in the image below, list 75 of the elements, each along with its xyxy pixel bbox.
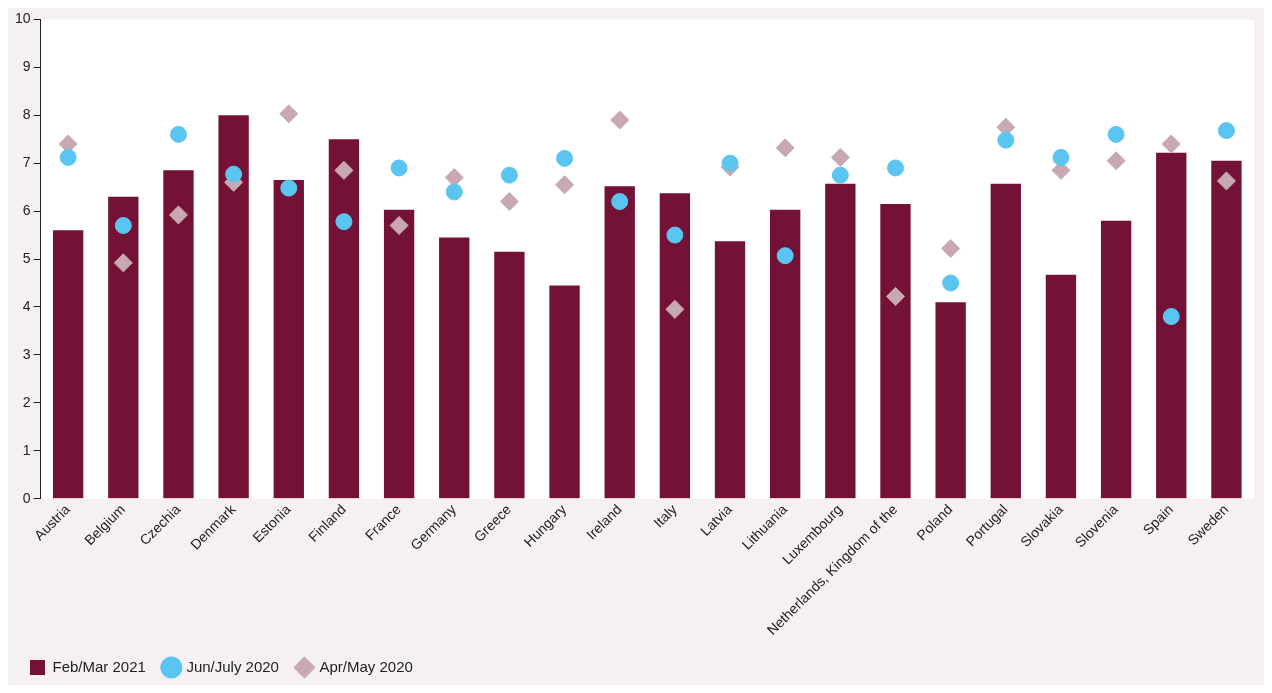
point: [1052, 148, 1070, 166]
y-tick-label: 2: [22, 393, 31, 410]
point: [280, 179, 298, 197]
point: [389, 215, 409, 235]
y-tick-label: 1: [22, 441, 31, 458]
point: [1161, 134, 1181, 154]
bar: [825, 183, 856, 499]
point: [168, 205, 188, 225]
y-tick-label: 3: [22, 345, 31, 362]
point: [611, 193, 629, 211]
y-tick-label: 9: [22, 58, 31, 75]
bar: [880, 203, 911, 499]
point: [776, 247, 794, 265]
point: [114, 216, 132, 234]
bar: [439, 237, 470, 499]
point: [886, 159, 904, 177]
point: [1107, 125, 1125, 143]
bar: [52, 230, 84, 499]
bar: [273, 179, 304, 499]
bar: [714, 241, 746, 499]
point: [1162, 308, 1180, 326]
point: [997, 131, 1015, 149]
bar: [990, 183, 1021, 499]
bar: [1045, 274, 1077, 499]
point: [666, 226, 684, 244]
y-tick-label: 7: [22, 154, 31, 171]
point: [390, 159, 408, 177]
bar: [935, 302, 966, 499]
bar: [659, 193, 691, 499]
bar: [549, 285, 580, 499]
point: [610, 110, 630, 130]
point: [334, 160, 354, 180]
y-tick-label: 10: [14, 10, 31, 27]
bar: [494, 251, 525, 499]
x-tick-label: Italy: [650, 501, 680, 531]
point: [556, 149, 574, 167]
point: [1217, 122, 1235, 140]
legend-label: Feb/Mar 2021: [52, 657, 146, 675]
bar: [383, 209, 415, 499]
y-tick-label: 8: [22, 106, 31, 123]
point: [279, 104, 299, 124]
point: [169, 125, 187, 143]
legend-label: Apr/May 2020: [319, 657, 413, 675]
y-tick-label: 4: [22, 297, 31, 314]
point: [59, 148, 77, 166]
point: [1106, 151, 1126, 171]
bar: [218, 115, 249, 499]
point: [1216, 171, 1236, 191]
point: [942, 274, 960, 292]
point: [941, 238, 961, 258]
bar: [1211, 160, 1242, 499]
bar: [1156, 152, 1187, 499]
bar: [108, 196, 139, 499]
point: [500, 166, 518, 184]
y-tick-label: 0: [22, 489, 31, 506]
y-tick-label: 5: [22, 249, 31, 266]
point: [775, 138, 795, 158]
bar: [163, 170, 194, 499]
legend-label: Jun/July 2020: [186, 657, 279, 675]
point: [885, 286, 905, 306]
bar: [604, 186, 635, 499]
bar: [770, 209, 801, 499]
point: [555, 175, 575, 195]
point: [445, 183, 463, 201]
bar: [328, 139, 360, 499]
point: [113, 253, 133, 273]
point: [499, 192, 519, 212]
y-tick-label: 6: [22, 201, 31, 218]
bar: [1100, 220, 1132, 499]
point: [665, 299, 685, 319]
point: [225, 165, 243, 183]
point: [721, 154, 739, 172]
point: [335, 213, 353, 231]
point: [830, 147, 850, 167]
point: [831, 166, 849, 184]
